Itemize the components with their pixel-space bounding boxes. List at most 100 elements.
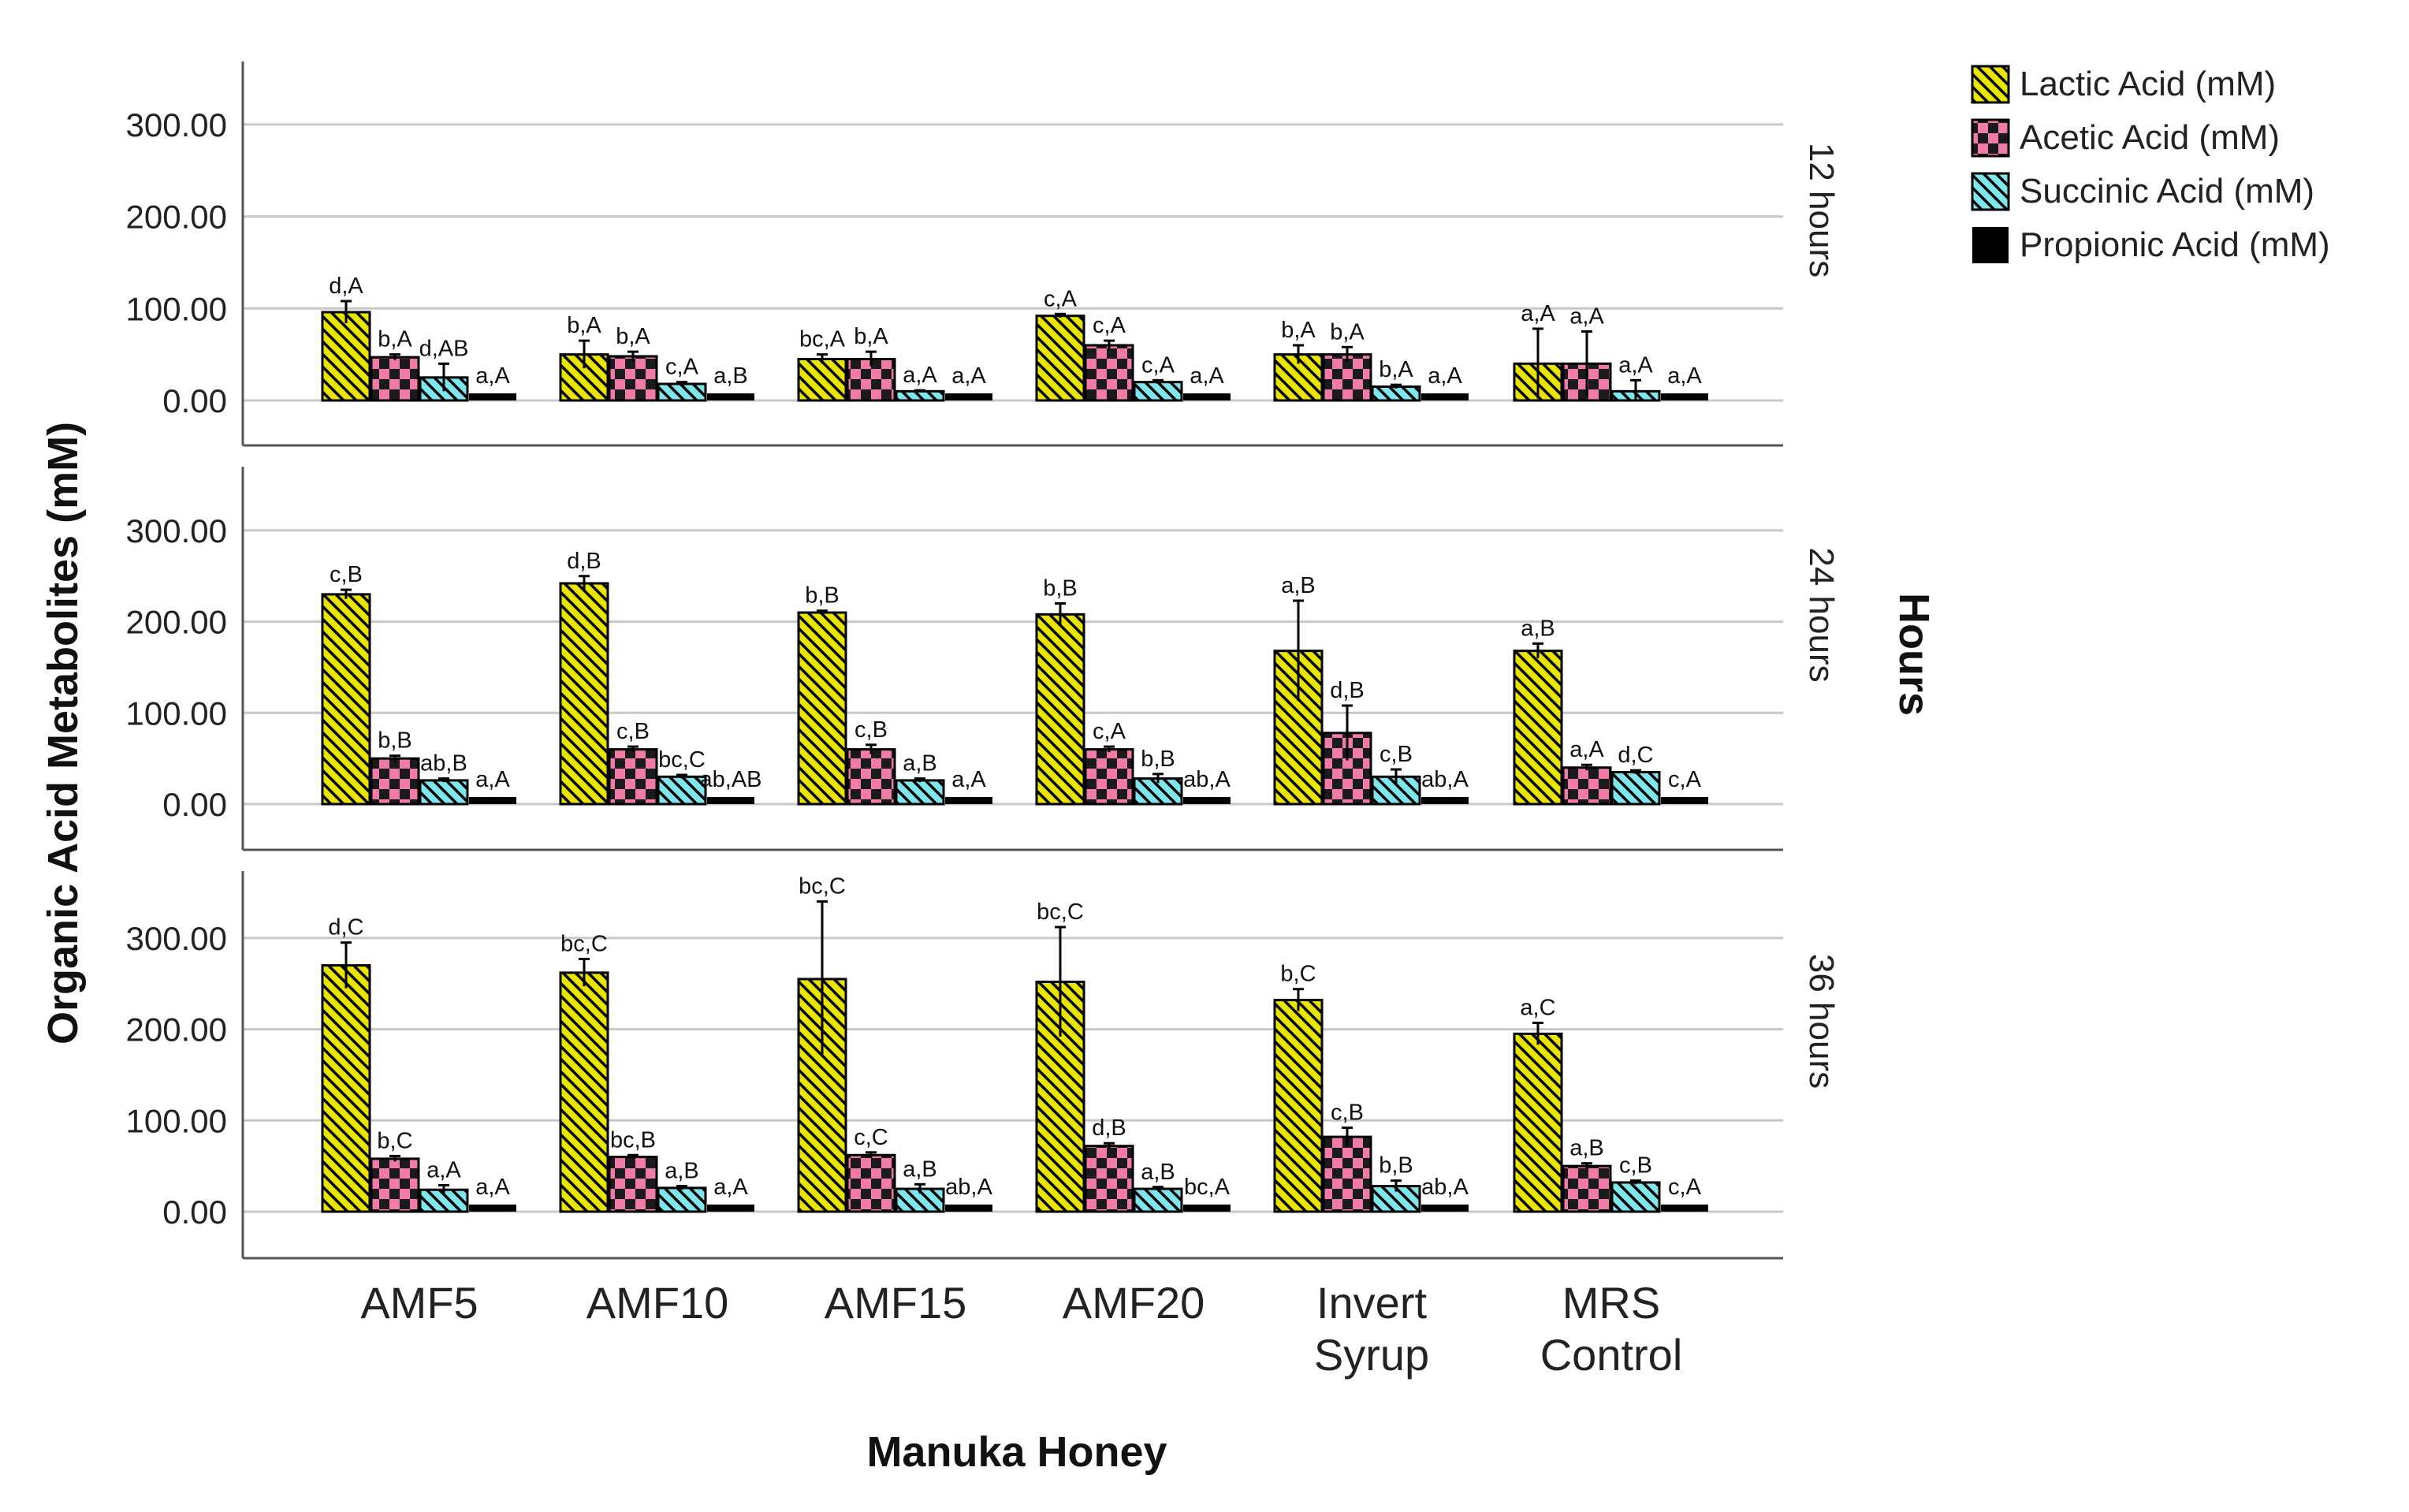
significance-label: b,B: [1141, 747, 1175, 772]
bar: [895, 389, 945, 402]
legend-label-succinic: Succinic Acid (mM): [2020, 172, 2314, 210]
bar: [370, 356, 420, 402]
x-tick-label: MRS: [1562, 1278, 1660, 1328]
significance-label: b,A: [616, 324, 650, 349]
significance-label: b,A: [1379, 357, 1413, 382]
significance-label: a,B: [1141, 1160, 1175, 1185]
significance-label: a,A: [1521, 301, 1555, 326]
significance-label: a,A: [713, 1175, 748, 1200]
x-tick-label: AMF15: [825, 1278, 967, 1328]
x-axis-title: Manuka Honey: [866, 1428, 1167, 1476]
y-tick-label: 0.00: [162, 382, 227, 419]
significance-label: a,A: [426, 1157, 461, 1182]
significance-label: a,A: [1667, 363, 1702, 389]
significance-label: b,A: [1281, 318, 1316, 343]
bar: [895, 779, 945, 806]
bar: [1371, 775, 1421, 806]
bar: [657, 775, 707, 806]
significance-label: a,A: [951, 363, 986, 389]
bar: [1084, 1145, 1134, 1213]
bar: [1610, 771, 1661, 806]
significance-label: b,C: [377, 1128, 412, 1153]
significance-label: c,B: [1379, 742, 1413, 767]
bar: [419, 779, 469, 806]
significance-label: a,B: [1281, 573, 1316, 598]
bar: [1035, 613, 1085, 806]
significance-label: c,B: [1619, 1153, 1652, 1179]
significance-label: b,B: [378, 728, 412, 754]
bar: [608, 748, 658, 806]
bar: [559, 971, 609, 1213]
legend-label-lactic: Lactic Acid (mM): [2020, 65, 2276, 103]
significance-label: c,B: [855, 717, 888, 743]
significance-label: d,B: [1092, 1115, 1126, 1141]
bar: [1371, 385, 1421, 402]
significance-label: a,B: [903, 1156, 937, 1182]
significance-label: ab,A: [1421, 767, 1469, 792]
significance-label: d,C: [328, 915, 363, 940]
y-tick-label: 200.00: [126, 199, 227, 236]
y-tick-label: 100.00: [126, 695, 227, 732]
significance-label: b,A: [567, 313, 601, 338]
bar: [846, 748, 896, 806]
panel-label: 12 hours: [1802, 143, 1841, 277]
significance-label: a,B: [1569, 1136, 1604, 1161]
significance-label: a,A: [1569, 737, 1604, 762]
legend-swatch-acetic: [1971, 118, 2010, 158]
bar: [1133, 1187, 1183, 1213]
facet-title: Hours: [1890, 593, 1938, 716]
significance-label: b,A: [1330, 319, 1365, 344]
significance-label: bc,C: [799, 874, 846, 899]
legend-swatch-lactic: [1971, 65, 2010, 104]
bar: [1322, 353, 1372, 402]
x-tick-label: Invert: [1316, 1278, 1427, 1328]
significance-label: d,A: [329, 274, 363, 299]
bar: [797, 611, 847, 806]
bar: [657, 1186, 707, 1213]
significance-label: a,A: [951, 767, 986, 792]
bar: [1513, 650, 1563, 806]
significance-label: bc,C: [1037, 899, 1084, 925]
significance-label: ab,B: [420, 751, 467, 776]
significance-label: b,B: [1043, 575, 1078, 601]
significance-label: a,B: [1521, 616, 1555, 641]
bar: [1133, 381, 1183, 402]
significance-label: a,A: [1569, 304, 1604, 329]
x-tick-label: AMF20: [1063, 1278, 1205, 1328]
bar: [1513, 1032, 1563, 1213]
x-tick-label: Syrup: [1314, 1330, 1429, 1380]
y-tick-label: 100.00: [126, 1102, 227, 1139]
significance-label: bc,C: [658, 747, 706, 773]
bar: [1322, 1135, 1372, 1213]
bar: [1084, 748, 1134, 806]
bar: [1084, 344, 1134, 402]
significance-label: a,A: [475, 767, 510, 792]
significance-label: bc,B: [610, 1127, 656, 1153]
plot-layer: 0.00 100.00 200.00 300.00 12 hours d,A b,A d,AB…: [126, 61, 1841, 1380]
significance-label: ab,A: [945, 1175, 992, 1200]
significance-label: c,A: [1044, 286, 1078, 311]
significance-label: a,A: [1618, 352, 1653, 378]
significance-label: a,A: [475, 363, 510, 389]
significance-label: c,A: [1668, 1175, 1702, 1200]
significance-label: ab,A: [1421, 1175, 1469, 1200]
bar: [608, 355, 658, 402]
bar: [321, 964, 371, 1213]
bar: [559, 582, 609, 806]
significance-label: d,B: [567, 549, 601, 574]
x-tick-label: Control: [1540, 1330, 1683, 1380]
legend-swatch-propionic: [1972, 227, 2009, 263]
significance-label: bc,A: [799, 327, 846, 352]
significance-label: a,B: [665, 1159, 699, 1184]
significance-label: ab,AB: [700, 767, 762, 792]
x-tick-label: AMF5: [360, 1278, 478, 1328]
significance-label: a,B: [903, 751, 937, 776]
significance-label: b,A: [378, 327, 412, 352]
significance-label: bc,C: [560, 932, 608, 957]
bar: [321, 593, 371, 806]
significance-label: a,C: [1520, 996, 1555, 1021]
significance-label: a,A: [1190, 363, 1224, 389]
significance-label: c,B: [1331, 1100, 1364, 1126]
